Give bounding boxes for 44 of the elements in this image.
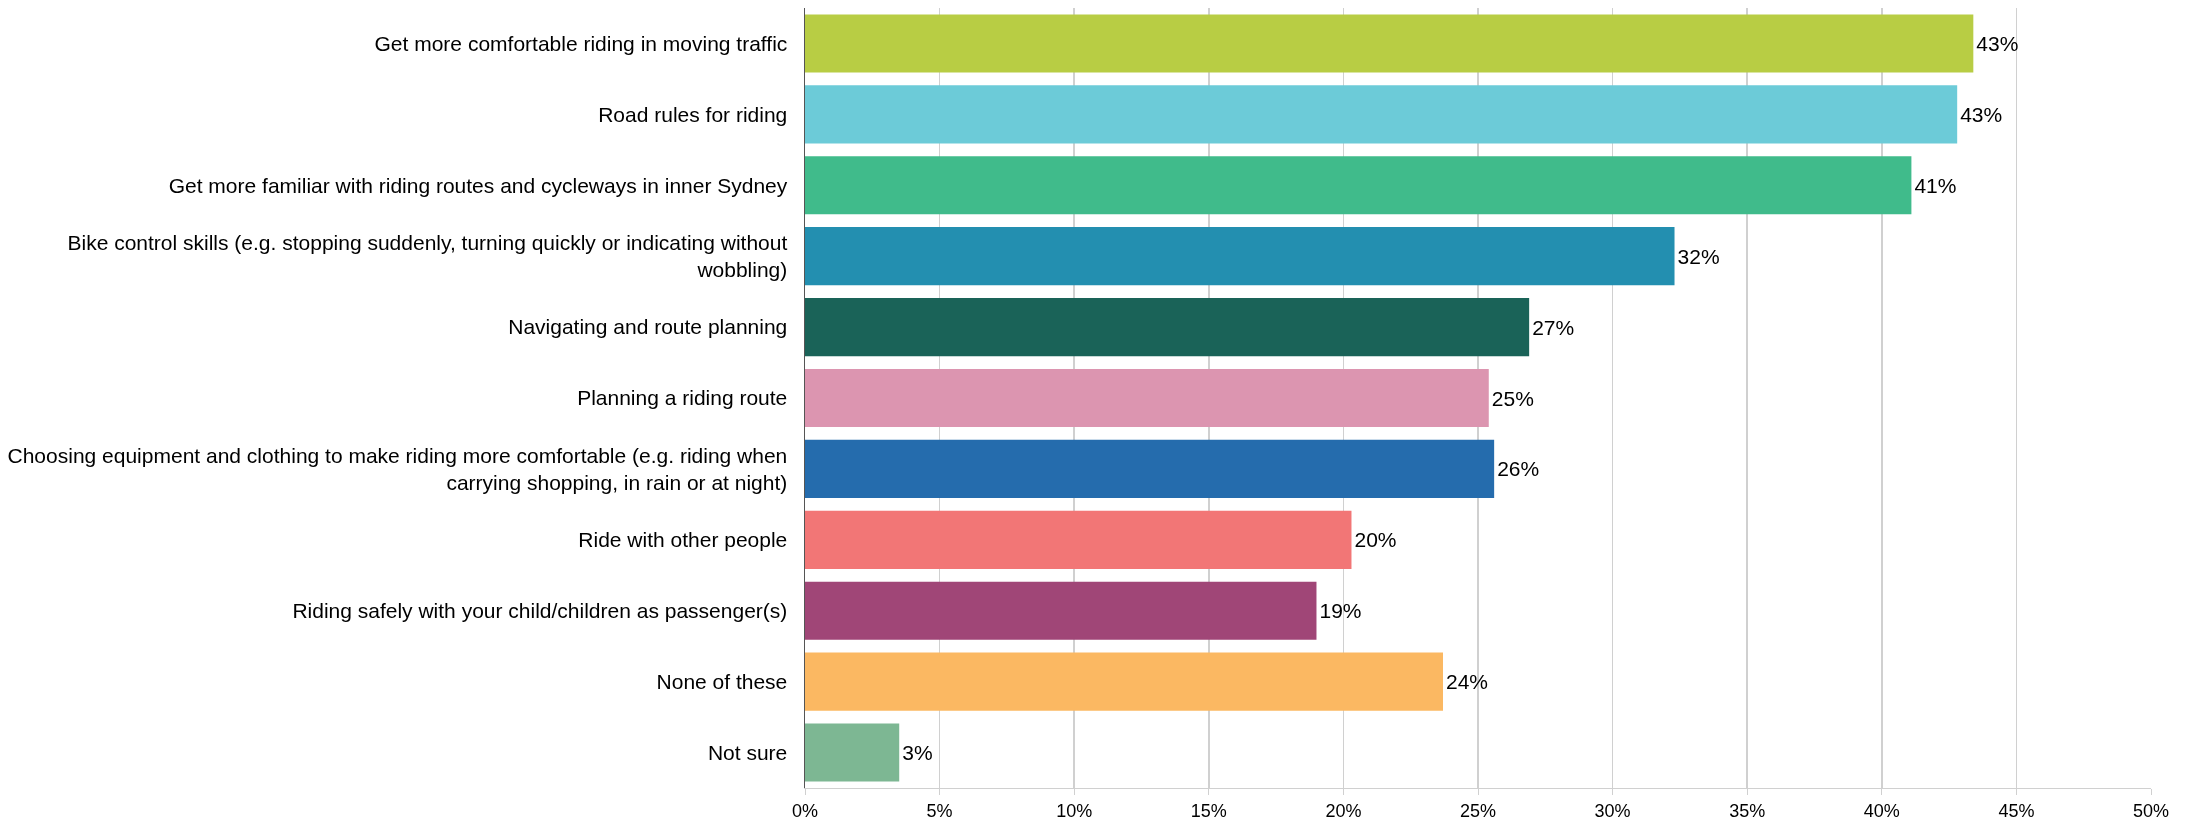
data-label: 43% xyxy=(1976,31,2019,55)
bar xyxy=(805,227,1675,286)
bar xyxy=(805,439,1495,498)
y-tick-label: Choosing equipment and clothing to make riding more comfortable (e.g. riding when carrying shopping, in rain or at night) xyxy=(7,443,788,494)
bar xyxy=(805,298,1530,357)
data-label: 27% xyxy=(1532,315,1575,339)
bar xyxy=(805,14,1974,73)
x-tick-label: 15% xyxy=(1190,800,1227,821)
bar xyxy=(805,652,1443,711)
y-tick-label: Get more familiar with riding routes and cycleways in inner Sydney xyxy=(168,173,788,197)
bar xyxy=(805,723,900,782)
data-label: 32% xyxy=(1677,244,1720,268)
data-label: 20% xyxy=(1354,528,1397,552)
data-label: 3% xyxy=(902,741,933,765)
y-tick-label: Ride with other people xyxy=(578,528,788,552)
y-tick-label: Riding safely with your child/children as passenger(s) xyxy=(292,599,788,623)
x-tick-label: 0% xyxy=(791,800,819,821)
x-tick-label: 45% xyxy=(1998,800,2035,821)
bar xyxy=(805,368,1489,428)
bar xyxy=(805,85,1958,144)
bar xyxy=(805,581,1317,640)
bar xyxy=(805,156,1912,215)
y-tick-label: None of these xyxy=(656,669,788,693)
x-tick-label: 30% xyxy=(1594,800,1631,821)
bar xyxy=(805,510,1352,569)
x-tick-label: 10% xyxy=(1056,800,1093,821)
data-label: 24% xyxy=(1446,670,1489,694)
y-tick-label: Road rules for riding xyxy=(598,102,788,126)
x-tick-label: 20% xyxy=(1325,800,1362,821)
y-tick-label: Get more comfortable riding in moving traffic xyxy=(374,31,788,55)
data-label: 19% xyxy=(1319,599,1362,623)
x-tick-label: 25% xyxy=(1459,800,1497,821)
x-tick-label: 5% xyxy=(926,800,953,821)
data-label: 43% xyxy=(1960,102,2003,126)
x-tick-label: 50% xyxy=(2132,800,2170,821)
x-tick-label: 40% xyxy=(1863,800,1900,821)
data-label: 25% xyxy=(1491,386,1534,410)
y-tick-label: Not sure xyxy=(707,740,788,764)
data-label: 41% xyxy=(1914,173,1957,197)
y-tick-label: Bike control skills (e.g. stopping suddenly, turning quickly or indicating without wobbling) xyxy=(67,230,788,282)
data-label: 26% xyxy=(1497,457,1540,481)
x-tick-label: 35% xyxy=(1729,800,1766,821)
y-tick-label: Planning a riding route xyxy=(577,386,788,410)
y-tick-label: Navigating and route planning xyxy=(508,315,788,339)
